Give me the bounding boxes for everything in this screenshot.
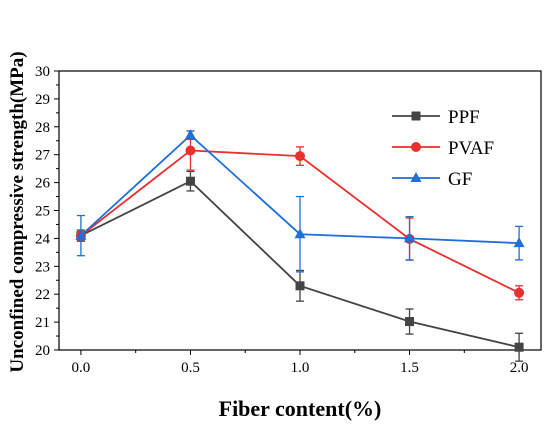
data-point-gf bbox=[513, 237, 525, 248]
data-point-ppf bbox=[185, 176, 195, 186]
data-point-pvaf bbox=[295, 151, 305, 162]
legend-item-ppf: PPF bbox=[392, 107, 480, 128]
x-tick-label: 1.0 bbox=[291, 360, 310, 376]
data-point-ppf bbox=[405, 317, 415, 327]
legend-label-pvaf: PVAF bbox=[448, 138, 494, 159]
y-tick-label: 23 bbox=[35, 259, 50, 275]
y-tick-label: 25 bbox=[35, 204, 50, 220]
legend-item-gf: GF bbox=[392, 169, 472, 190]
x-tick-label: 1.5 bbox=[400, 360, 419, 376]
legend-label-gf: GF bbox=[448, 169, 472, 190]
data-point-pvaf bbox=[185, 145, 196, 156]
legend-item-pvaf: PVAF bbox=[392, 138, 494, 159]
y-tick-label: 22 bbox=[35, 287, 50, 303]
y-tick-label: 26 bbox=[35, 176, 51, 192]
x-axis-title: Fiber content(%) bbox=[219, 396, 382, 421]
data-point-gf bbox=[294, 228, 306, 239]
y-tick-label: 20 bbox=[35, 343, 50, 359]
x-tick-label: 2.0 bbox=[510, 360, 529, 376]
x-tick-label: 0.5 bbox=[181, 360, 200, 376]
y-tick-label: 24 bbox=[35, 231, 51, 247]
y-tick-label: 27 bbox=[35, 148, 51, 164]
data-point-ppf bbox=[295, 281, 305, 291]
y-tick-label: 30 bbox=[35, 64, 50, 80]
y-tick-label: 29 bbox=[35, 92, 50, 108]
legend-marker-ppf bbox=[411, 111, 421, 121]
series-gf bbox=[75, 129, 525, 273]
legend-marker-pvaf bbox=[411, 142, 421, 152]
data-point-pvaf bbox=[514, 287, 525, 298]
y-axis-title: Unconfined compressive strength(MPa) bbox=[7, 51, 28, 372]
data-point-gf bbox=[404, 232, 416, 243]
data-point-ppf bbox=[514, 342, 524, 352]
x-tick-label: 0.0 bbox=[72, 360, 91, 376]
data-point-gf bbox=[75, 229, 87, 240]
data-point-gf bbox=[184, 129, 196, 140]
y-tick-label: 21 bbox=[35, 315, 50, 331]
legend-marker-gf bbox=[410, 172, 422, 182]
y-tick-label: 28 bbox=[35, 120, 50, 136]
legend-label-ppf: PPF bbox=[448, 107, 480, 128]
